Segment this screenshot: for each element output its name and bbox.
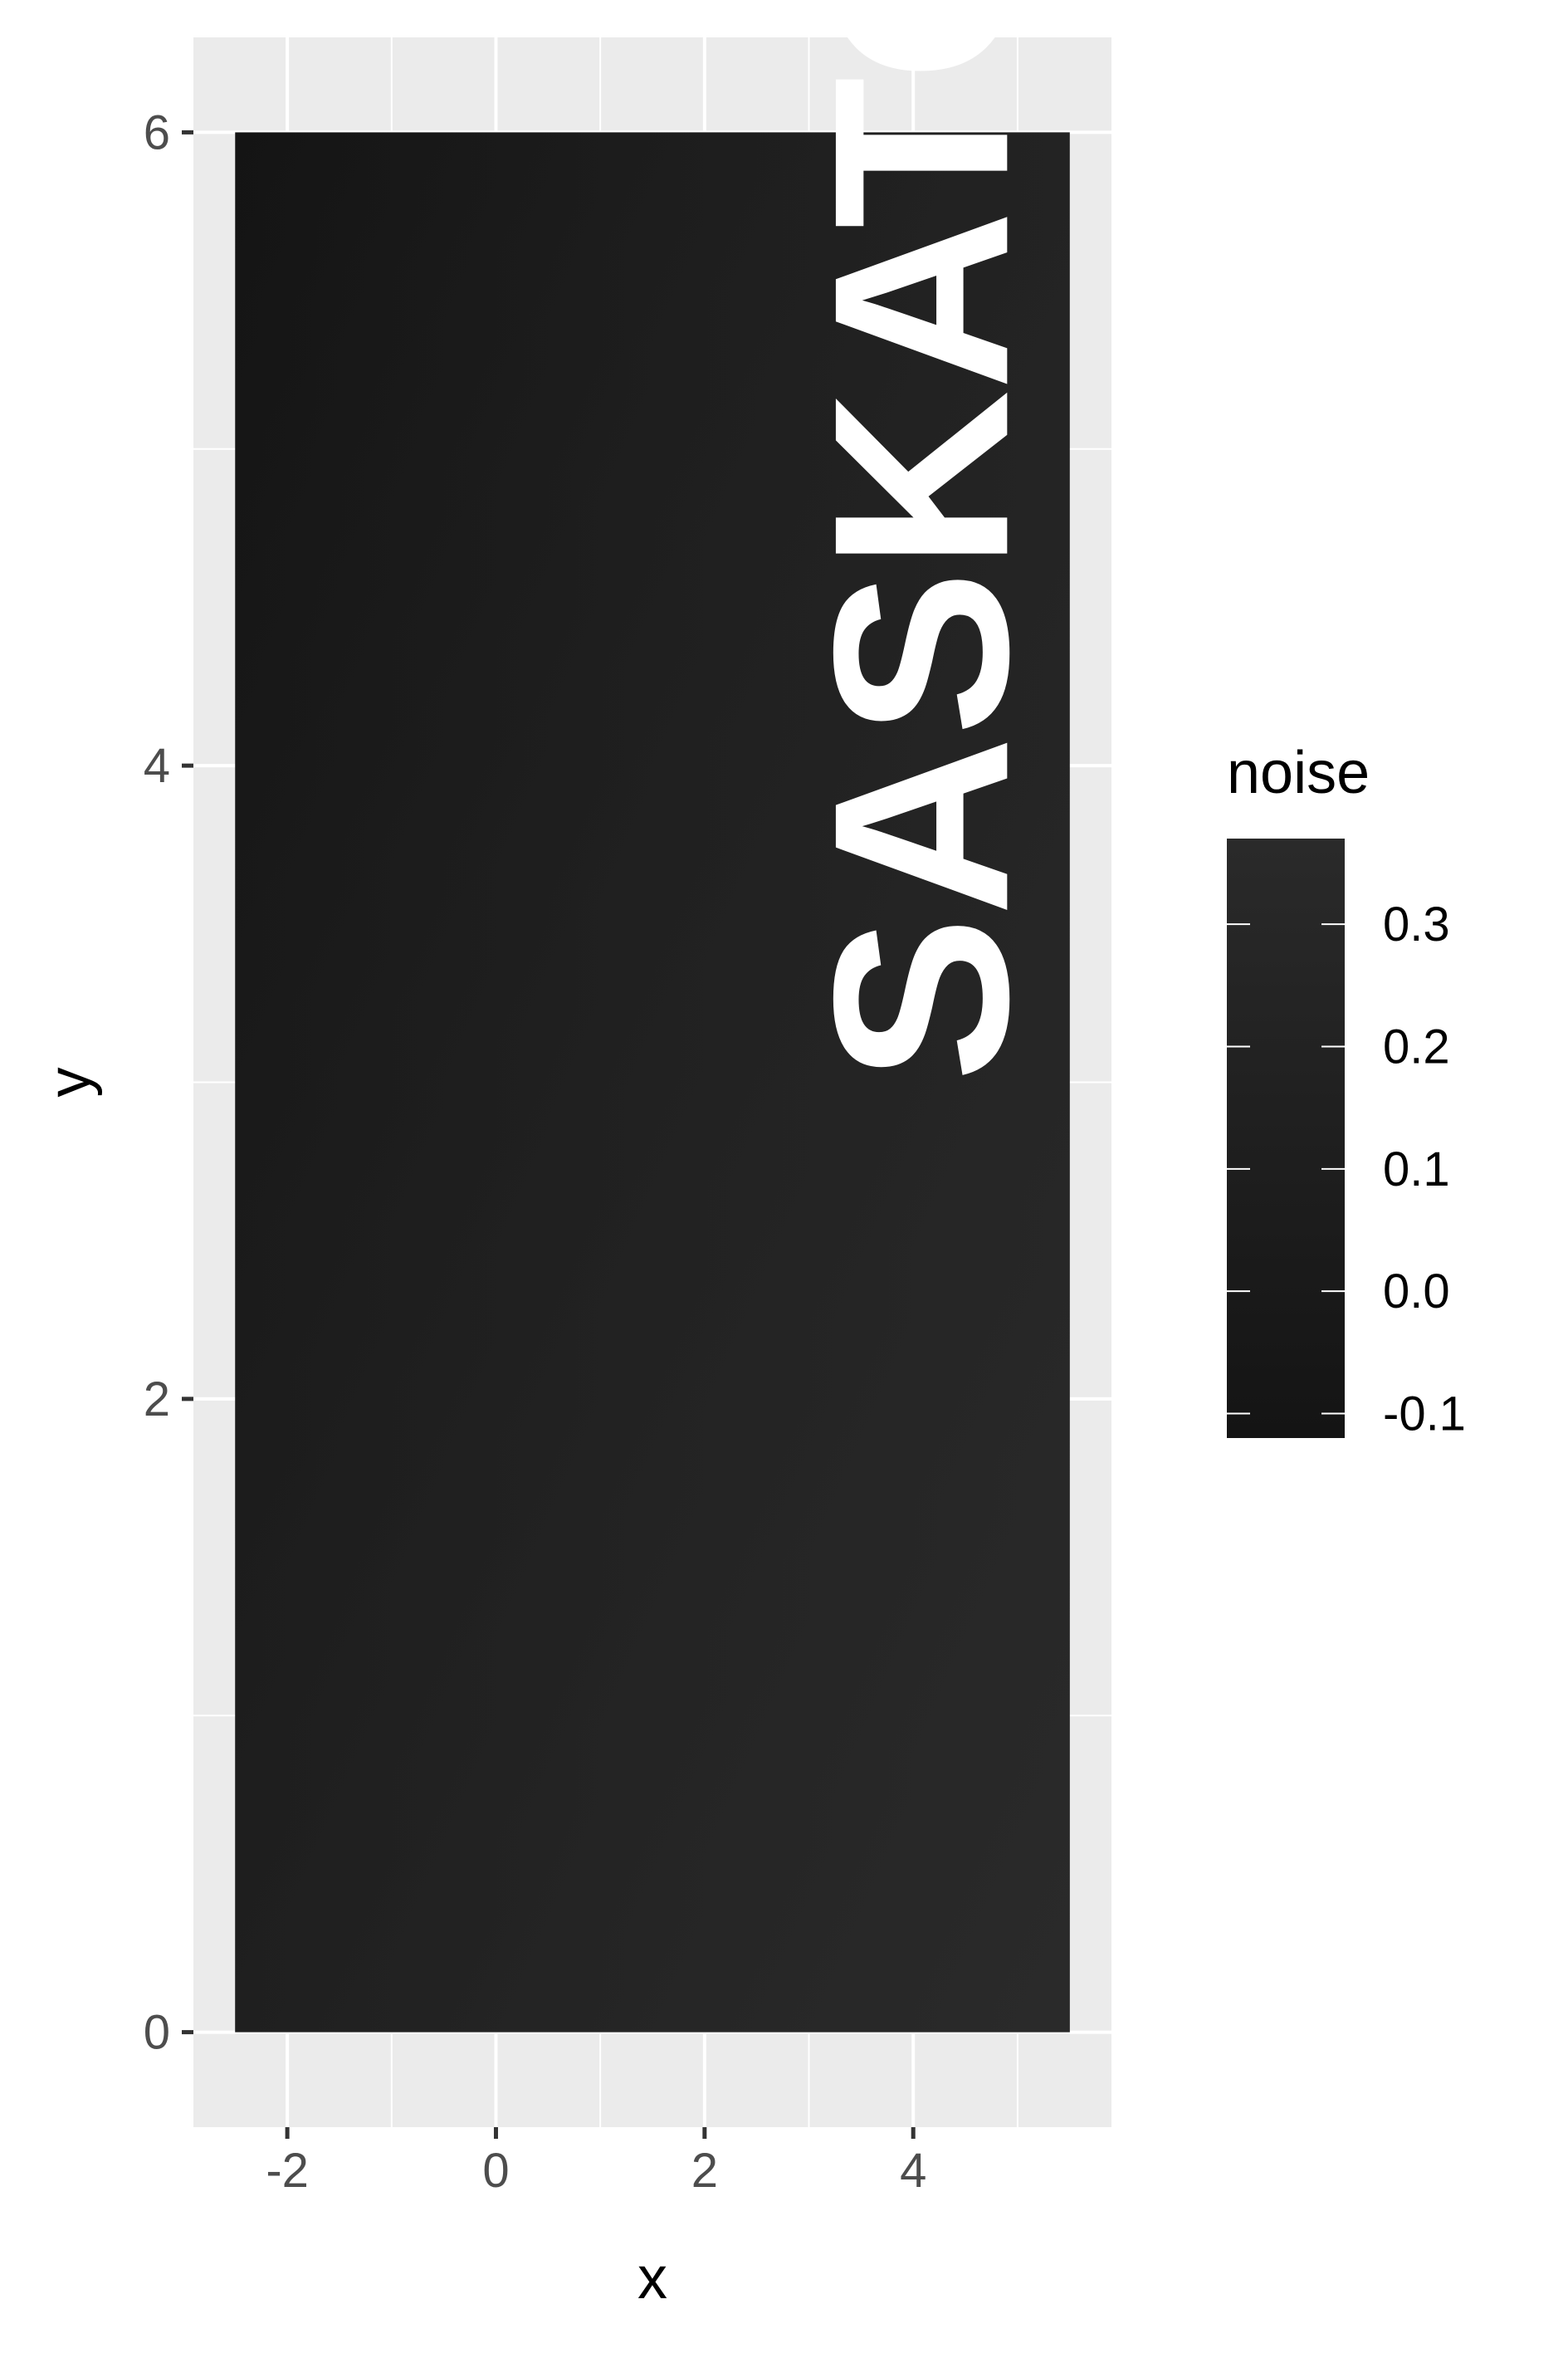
legend-title: noise <box>1227 740 1370 806</box>
legend-label: 0.1 <box>1383 1142 1450 1196</box>
x-axis-title: x <box>637 2245 667 2311</box>
legend-colorbar <box>1227 839 1345 1438</box>
y-tick-label: 6 <box>144 105 170 159</box>
legend-label: 0.0 <box>1383 1265 1450 1318</box>
x-axis: -2 0 2 4 <box>266 2127 926 2198</box>
x-tick-label: -2 <box>266 2144 309 2198</box>
legend-ticks: 0.3 0.2 0.1 0.0 -0.1 <box>1227 898 1466 1441</box>
legend-label: -0.1 <box>1383 1387 1466 1441</box>
y-axis-title: y <box>37 1068 103 1098</box>
y-tick-label: 4 <box>144 739 170 793</box>
legend-label: 0.3 <box>1383 898 1450 951</box>
legend: noise 0.3 0.2 0.1 0.0 -0.1 <box>1227 740 1466 1441</box>
x-tick-label: 0 <box>482 2144 509 2198</box>
y-tick-label: 2 <box>144 1372 170 1426</box>
x-tick-label: 2 <box>691 2144 718 2198</box>
legend-label: 0.2 <box>1383 1020 1450 1074</box>
x-tick-label: 4 <box>900 2144 926 2198</box>
y-axis: 0 2 4 6 <box>144 105 193 2060</box>
y-tick-label: 0 <box>144 2006 170 2060</box>
noise-raster-gradient <box>235 132 1070 2033</box>
annotation-text: SASKATOON <box>781 0 1060 1083</box>
